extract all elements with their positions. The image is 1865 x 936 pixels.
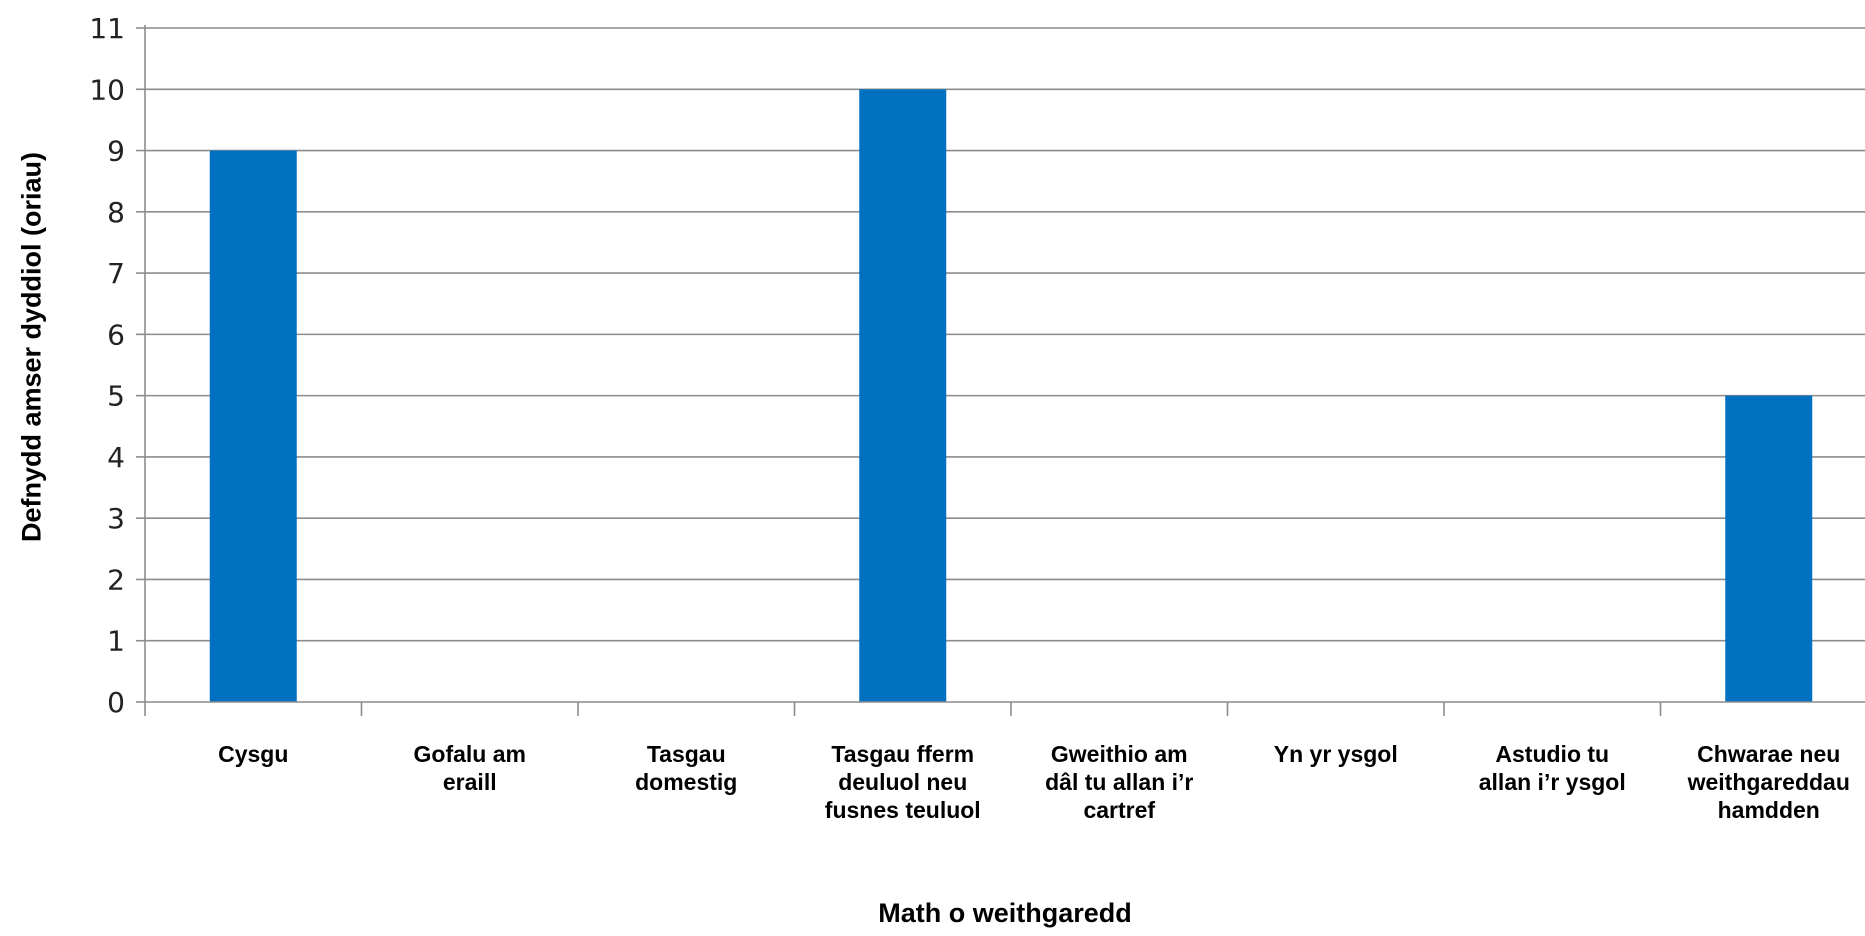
x-tick-label: Tasgau domestig	[635, 741, 738, 795]
y-tick-label: 5	[107, 380, 125, 413]
y-axis-title: Defnydd amser dyddiol (oriau)	[16, 151, 47, 543]
y-tick-label: 9	[107, 135, 125, 168]
bar	[859, 89, 947, 703]
x-tick-label: Cysgu	[218, 741, 289, 767]
y-tick-label: 8	[107, 196, 125, 229]
y-tick-label: 4	[107, 441, 125, 474]
bar	[209, 150, 297, 702]
y-tick-label: 10	[89, 73, 125, 106]
x-tick-label: Gweithio am dâl tu allan i’r cartref	[1045, 741, 1194, 823]
x-tick-label: Gofalu am eraill	[413, 741, 526, 795]
y-tick-label: 1	[107, 625, 125, 658]
y-tick-label: 7	[107, 257, 125, 290]
x-tick-label: Yn yr ysgol	[1273, 741, 1398, 767]
y-tick-label: 6	[107, 318, 125, 351]
x-tick-label: Chwarae neu weithgareddau hamdden	[1687, 741, 1850, 823]
y-tick-label: 3	[107, 502, 125, 535]
x-tick-label: Tasgau fferm deuluol neu fusnes teuluol	[824, 741, 981, 823]
x-axis-title: Math o weithgaredd	[878, 898, 1132, 928]
x-tick-label: Astudio tu allan i’r ysgol	[1478, 741, 1626, 795]
bar	[1725, 395, 1813, 702]
y-tick-label: 11	[89, 12, 125, 45]
y-tick-label: 0	[107, 686, 125, 719]
y-tick-label: 2	[107, 563, 125, 596]
